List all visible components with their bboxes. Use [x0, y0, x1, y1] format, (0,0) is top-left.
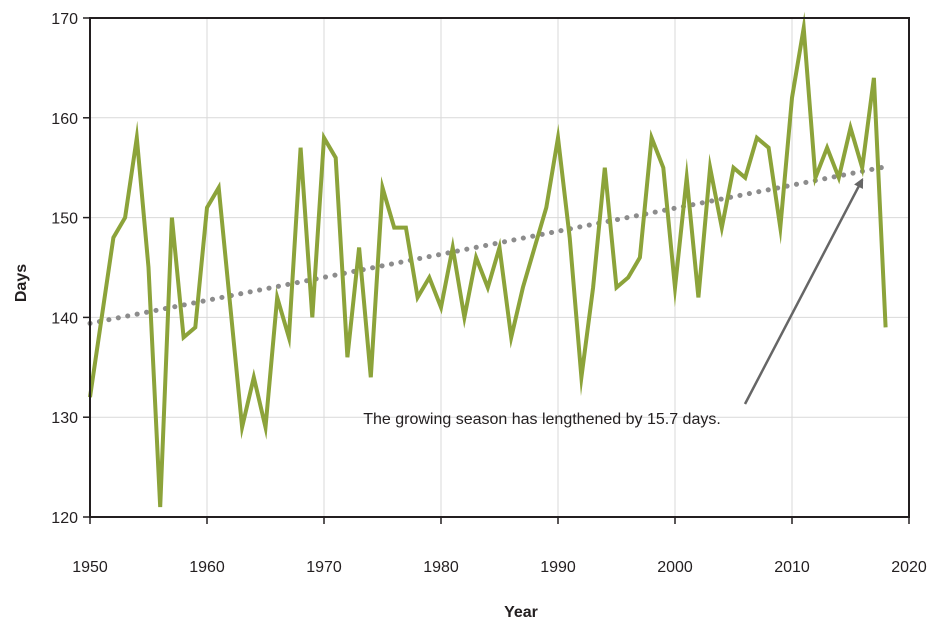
tick-labels: 1950 1960 1970 1980 1990 2000 2010 2020 120 130 14…	[51, 11, 927, 576]
x-tick-label: 1950	[72, 559, 108, 576]
grid-lines	[90, 18, 909, 517]
axis-ticks	[83, 17, 910, 524]
trend-layer	[87, 164, 889, 326]
y-tick-label: 160	[51, 111, 78, 128]
x-axis-title: Year	[504, 604, 538, 621]
x-tick-label: 2010	[774, 559, 810, 576]
series-layer	[88, 11, 888, 508]
y-tick-label: 130	[51, 410, 78, 427]
annotation-text: The growing season has lengthened by 15.…	[363, 411, 721, 428]
plot-frame	[89, 17, 910, 518]
x-tick-label: 1980	[423, 559, 459, 576]
season-length-line	[88, 11, 888, 508]
trend-line	[87, 164, 889, 326]
x-tick-label: 2020	[891, 559, 927, 576]
x-tick-label: 1970	[306, 559, 342, 576]
y-tick-label: 120	[51, 510, 78, 527]
x-tick-label: 1960	[189, 559, 225, 576]
y-tick-label: 170	[51, 11, 78, 28]
y-tick-label: 140	[51, 310, 78, 327]
y-axis-title: Days	[13, 264, 30, 302]
y-tick-label: 150	[51, 211, 78, 228]
x-tick-label: 2000	[657, 559, 693, 576]
annotation-arrow	[743, 177, 864, 405]
x-tick-label: 1990	[540, 559, 576, 576]
